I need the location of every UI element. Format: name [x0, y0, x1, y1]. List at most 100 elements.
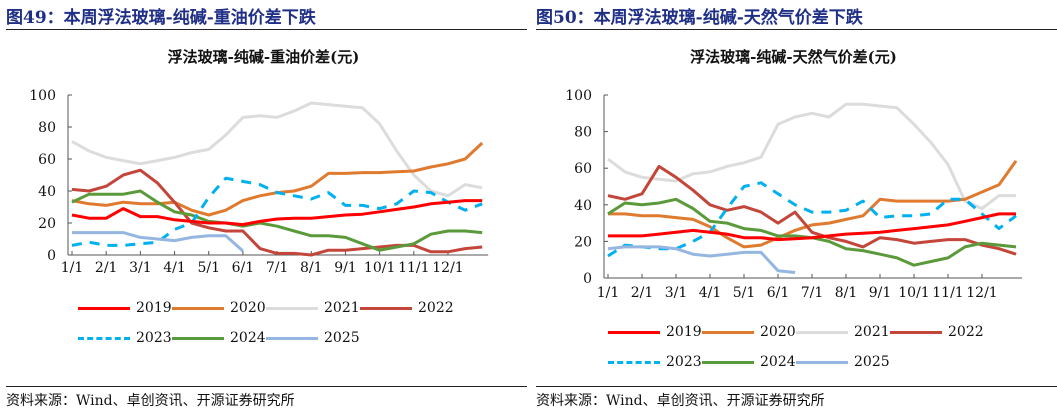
- x-tick-label: 8/1: [835, 285, 858, 301]
- legend-label: 2022: [948, 324, 984, 340]
- legend-label: 2025: [324, 330, 360, 346]
- legend-item-2023: 2023: [608, 354, 702, 370]
- figure-title: 图50：本周浮法玻璃-纯碱-天然气价差下跌: [536, 8, 863, 28]
- series-line-2019: [608, 212, 1016, 242]
- legend-swatch: [78, 336, 130, 340]
- legend-label: 2021: [324, 300, 360, 316]
- legend-item-2019: 2019: [78, 300, 172, 316]
- y-tick-label: 0: [583, 271, 592, 287]
- series-line-2025: [72, 231, 244, 253]
- x-tick-label: 1/1: [597, 285, 620, 301]
- legend-item-2025: 2025: [796, 354, 890, 370]
- legend-swatch: [78, 306, 130, 310]
- x-tick-label: 6/1: [232, 260, 255, 276]
- x-tick-label: 9/1: [334, 260, 357, 276]
- legend-swatch: [702, 330, 754, 334]
- legend-item-2022: 2022: [890, 324, 984, 340]
- legend-label: 2025: [854, 354, 890, 370]
- legend-item-2025: 2025: [266, 330, 360, 346]
- series-line-2022: [607, 164, 1017, 256]
- x-tick-label: 3/1: [129, 260, 152, 276]
- x-tick-label: 7/1: [801, 285, 824, 301]
- legend-swatch: [172, 336, 224, 340]
- line-chart: 0 20 40 60 80 100 1/1 2/1 3/1 4/1 5/1 6/1 7/1 8/1 9/1 1…: [565, 88, 1022, 301]
- x-tick-label: 5/1: [733, 285, 756, 301]
- legend-label: 2022: [418, 300, 454, 316]
- x-tick-label: 11/1: [398, 260, 429, 276]
- legend-swatch: [266, 306, 318, 310]
- legend-swatch: [172, 306, 224, 310]
- source-divider: [536, 386, 1057, 387]
- x-tick-label: 2/1: [631, 285, 654, 301]
- series-line-2022: [71, 168, 483, 257]
- y-tick-label: 60: [574, 161, 592, 177]
- figure-50: 图50：本周浮法玻璃-纯碱-天然气价差下跌 浮法玻璃-纯碱-天然气价差(元) 0…: [530, 0, 1057, 413]
- series-line-2025: [607, 245, 796, 274]
- legend-item-2020: 2020: [702, 324, 796, 340]
- legend-swatch: [608, 330, 660, 334]
- series-line-2024: [71, 189, 483, 252]
- series-line-2019: [71, 199, 483, 227]
- figure-49: 图49：本周浮法玻璃-纯碱-重油价差下跌 浮法玻璃-纯碱-重油价差(元) 0 20…: [0, 0, 527, 413]
- y-tick-label: 20: [38, 216, 56, 232]
- legend-swatch: [890, 330, 942, 334]
- y-tick-label: 100: [565, 88, 592, 104]
- y-tick-label: 20: [574, 234, 592, 250]
- legend-label: 2023: [666, 354, 702, 370]
- x-tick-label: 6/1: [767, 285, 790, 301]
- legend-swatch: [608, 360, 660, 364]
- chart-title: 浮法玻璃-纯碱-天然气价差(元): [690, 48, 897, 66]
- legend-label: 2023: [136, 330, 172, 346]
- x-tick-label: 11/1: [932, 285, 963, 301]
- x-tick-label: 4/1: [699, 285, 722, 301]
- series-line-2020: [608, 160, 1018, 249]
- series-line-2021: [71, 101, 483, 198]
- legend-item-2023: 2023: [78, 330, 172, 346]
- x-tick-label: 3/1: [665, 285, 688, 301]
- series-line-2023: [607, 181, 1017, 258]
- x-tick-label: 9/1: [869, 285, 892, 301]
- source-divider: [6, 386, 527, 387]
- y-tick-label: 80: [38, 120, 56, 136]
- title-divider: [536, 29, 1057, 30]
- legend-item-2019: 2019: [608, 324, 702, 340]
- x-tick-label: 2/1: [95, 260, 118, 276]
- legend-label: 2024: [760, 354, 796, 370]
- legend-item-2021: 2021: [266, 300, 360, 316]
- x-tick-label: 8/1: [300, 260, 323, 276]
- legend-label: 2019: [666, 324, 702, 340]
- x-tick-label: 4/1: [163, 260, 186, 276]
- legend-item-2022: 2022: [360, 300, 454, 316]
- x-tick-label: 12/1: [432, 260, 463, 276]
- chart-title: 浮法玻璃-纯碱-重油价差(元): [167, 48, 360, 66]
- y-tick-label: 40: [574, 198, 592, 214]
- y-tick-label: 80: [574, 125, 592, 141]
- series-line-2021: [607, 102, 1016, 210]
- legend-item-2020: 2020: [172, 300, 266, 316]
- x-tick-label: 12/1: [966, 285, 997, 301]
- legend-item-2021: 2021: [796, 324, 890, 340]
- legend-label: 2020: [230, 300, 266, 316]
- y-tick-label: 100: [29, 88, 56, 104]
- source-note: 资料来源：Wind、卓创资讯、开源证券研究所: [536, 393, 825, 409]
- series-line-2023: [71, 176, 483, 247]
- legend-label: 2021: [854, 324, 890, 340]
- legend-swatch: [796, 360, 848, 364]
- line-chart: 0 20 40 60 80 100 1/1 2/1 3/1 4/1 5/1 6/1 7/1 8/1 9/1 1…: [29, 88, 489, 276]
- legend-label: 2020: [760, 324, 796, 340]
- legend-swatch: [360, 306, 412, 310]
- y-tick-label: 0: [47, 248, 56, 264]
- x-tick-label: 7/1: [266, 260, 289, 276]
- legend-label: 2024: [230, 330, 266, 346]
- y-tick-label: 60: [38, 152, 56, 168]
- title-divider: [6, 29, 527, 30]
- x-tick-label: 1/1: [61, 260, 84, 276]
- y-tick-label: 40: [38, 184, 56, 200]
- legend-item-2024: 2024: [702, 354, 796, 370]
- x-tick-label: 10/1: [364, 260, 395, 276]
- legend-swatch: [266, 336, 318, 340]
- legend-item-2024: 2024: [172, 330, 266, 346]
- x-tick-label: 10/1: [898, 285, 929, 301]
- legend-swatch: [796, 330, 848, 334]
- legend-swatch: [702, 360, 754, 364]
